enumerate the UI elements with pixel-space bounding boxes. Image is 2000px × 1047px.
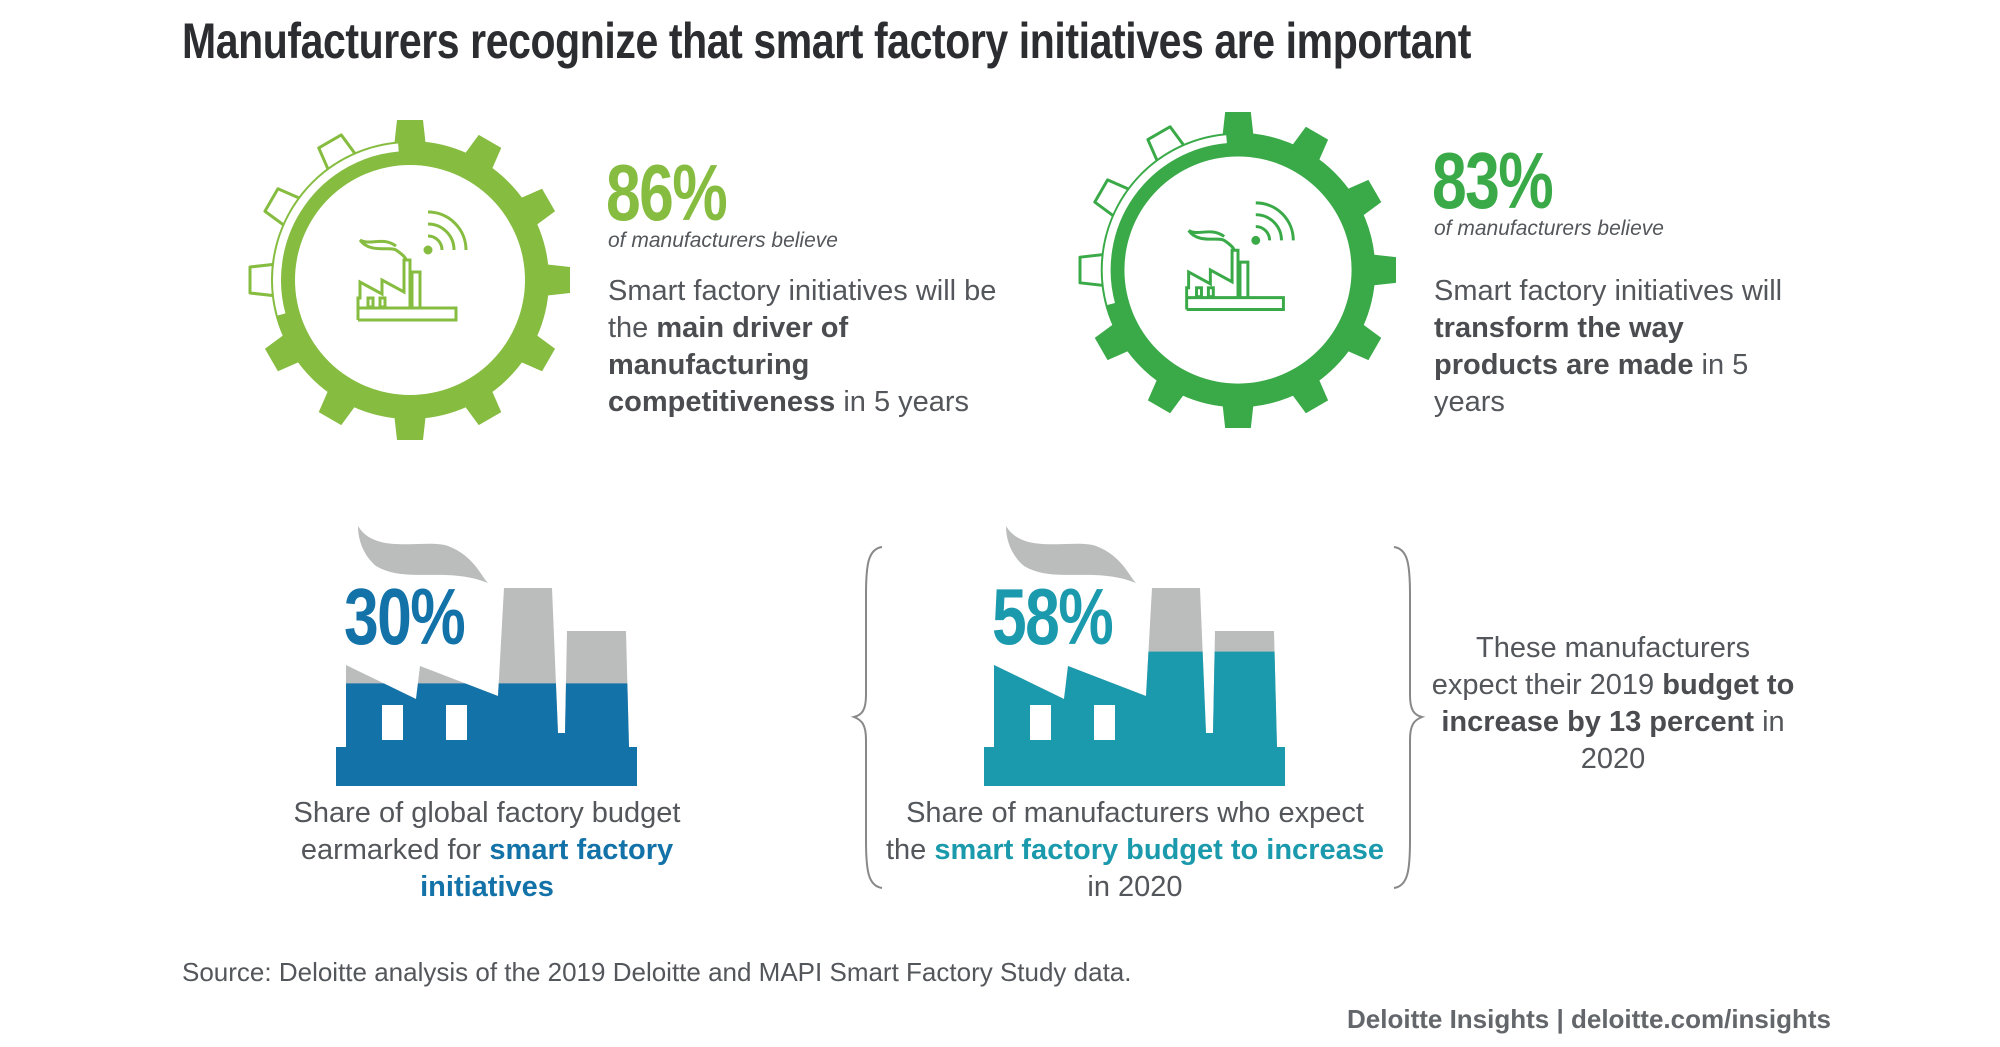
bold-text: main driver of manufacturing competitive…: [608, 312, 849, 418]
text: in 5 years: [835, 386, 970, 418]
stat-30-caption: Share of global factory budget earmarked…: [257, 795, 717, 906]
stat-86-subtitle: of manufacturers believe: [608, 229, 838, 252]
stat-58-caption: Share of manufacturers who expect the sm…: [885, 795, 1385, 906]
factory-base: [336, 747, 637, 786]
gear-ring: [271, 141, 549, 419]
bold-text: smart factory budget to increase: [934, 834, 1384, 866]
gear-factory-icon: [1078, 112, 1396, 428]
stat-83-text: Smart factory initiatives will transform…: [1434, 273, 1814, 421]
right-brace: [1393, 546, 1426, 889]
factory-window: [1030, 705, 1051, 740]
budget-note: These manufacturers expect their 2019 bu…: [1430, 630, 1796, 778]
text: Smart factory initiatives will be the: [608, 275, 997, 344]
stat-83-subtitle: of manufacturers believe: [1434, 217, 1664, 240]
bold-text: transform the way products are made: [1434, 312, 1694, 381]
bold-text: smart factory initiatives: [420, 834, 674, 903]
page-title: Manufacturers recognize that smart facto…: [182, 13, 1472, 69]
text: Share of global factory budget earmarked…: [293, 797, 681, 866]
factory-base: [984, 747, 1285, 786]
factory-window: [382, 705, 403, 740]
text: in 5 years: [1434, 349, 1749, 418]
stat-58-value: 58%: [992, 572, 1114, 661]
factory-wifi-icon: [1185, 201, 1295, 311]
factory-icon: [984, 526, 1285, 786]
text: These manufacturers expect their 2019: [1431, 632, 1750, 701]
smoke: [358, 526, 488, 583]
factory-window: [446, 705, 467, 740]
smoke: [1006, 526, 1136, 583]
gear-factory-icon: [248, 120, 570, 440]
text: Share of manufacturers who expect the: [885, 797, 1364, 866]
text: Smart factory initiatives will: [1434, 275, 1783, 307]
footer-credit: Deloitte Insights | deloitte.com/insight…: [1347, 1004, 1831, 1034]
gear-ring: [1100, 132, 1376, 408]
factory-window: [1094, 705, 1115, 740]
stat-86-value: 86%: [606, 148, 728, 237]
text: in 2020: [1087, 871, 1183, 903]
stat-86-text: Smart factory initiatives will be the ma…: [608, 273, 1028, 421]
bold-text: budget to increase by 13 percent: [1441, 669, 1795, 738]
factory-wifi-icon: [356, 210, 468, 322]
stat-83-value: 83%: [1432, 136, 1554, 225]
left-brace: [850, 546, 883, 889]
stat-30-value: 30%: [344, 572, 466, 661]
source-note: Source: Deloitte analysis of the 2019 De…: [182, 957, 1132, 987]
factory-icon: [336, 526, 637, 786]
text: in 2020: [1580, 706, 1785, 775]
